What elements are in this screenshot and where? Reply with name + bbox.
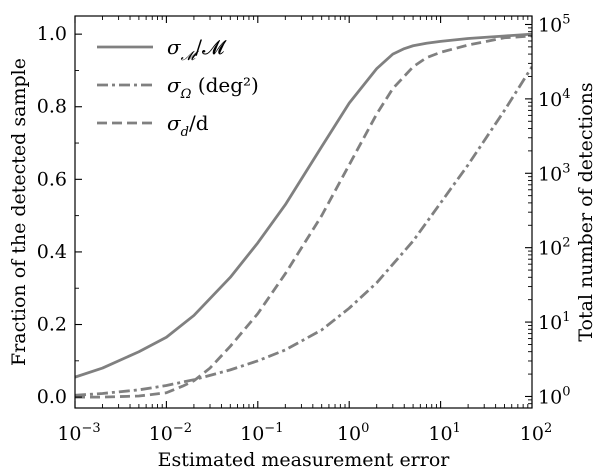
legend-label: σ𝓜/𝓜 xyxy=(167,35,227,64)
y2-tick-label: 104 xyxy=(538,87,570,111)
y-tick-label: 0.4 xyxy=(37,241,67,263)
y-tick-label: 0.8 xyxy=(37,96,67,118)
y2-tick-label: 102 xyxy=(538,236,570,260)
x-tick-label: 10−3 xyxy=(57,421,100,445)
x-axis-label: Estimated measurement error xyxy=(158,449,451,471)
x-tick-label: 101 xyxy=(428,421,460,445)
series-line-dashdot xyxy=(75,66,532,397)
y-tick-label: 1.0 xyxy=(37,23,67,45)
y-axis-right: 100 101 102 103 104 105 xyxy=(525,12,570,408)
y-axis-label: Fraction of the detected sample xyxy=(8,58,30,366)
series-line-dashed xyxy=(75,34,532,399)
y2-tick-label: 100 xyxy=(538,384,570,408)
x-axis: 10−3 10−2 10−1 100 101 102 xyxy=(57,16,552,445)
x-tick-label: 102 xyxy=(520,421,552,445)
y-tick-label: 0.6 xyxy=(37,168,67,190)
y2-tick-label: 105 xyxy=(538,12,570,36)
y-tick-label: 0.0 xyxy=(37,386,67,408)
y2-axis-label: Total number of detections xyxy=(575,82,597,341)
legend-label: σΩ (deg²) xyxy=(167,73,259,102)
y2-tick-label: 103 xyxy=(538,161,570,185)
x-tick-label: 10−2 xyxy=(149,421,192,445)
y-tick-label: 0.2 xyxy=(37,314,67,336)
legend-label: σd/d xyxy=(167,111,209,140)
x-tick-label: 100 xyxy=(337,421,369,445)
series-layer xyxy=(75,32,532,399)
x-tick-label: 10−1 xyxy=(240,421,283,445)
y2-tick-label: 101 xyxy=(538,310,570,334)
y-axis-left: 0.0 0.2 0.4 0.6 0.8 1.0 xyxy=(37,23,82,408)
legend: σ𝓜/𝓜 σΩ (deg²) σd/d xyxy=(97,35,259,140)
series-line-solid xyxy=(75,32,532,379)
